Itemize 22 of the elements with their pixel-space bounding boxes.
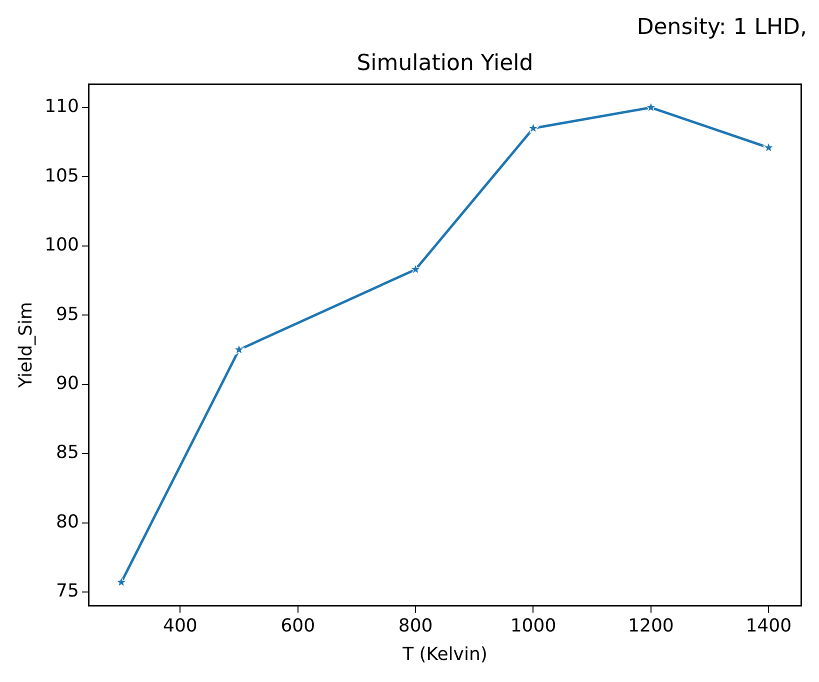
x-tick-label: 1200 [628,615,674,636]
y-tick-label: 85 [56,442,79,464]
x-tick-label: 400 [162,615,198,636]
y-tick-label: 90 [56,373,79,394]
x-tick-label: 600 [280,615,316,636]
y-tick-label: 75 [56,580,79,602]
chart-subtitle: Density: 1 LHD, [636,15,807,40]
y-tick-label: 80 [56,511,79,532]
chart-title: Simulation Yield [356,51,534,76]
point [763,142,774,153]
y-tick-label: 95 [56,304,79,325]
y-tick-label: 110 [44,96,79,118]
point [410,264,422,274]
point [645,102,657,112]
x-axis-title: T (Kelvin) [402,644,488,665]
y-axis-title: Yield_Sim [15,302,36,389]
x-tick-label: 800 [398,615,433,636]
x-tick-label: 1400 [746,615,792,636]
x-tick-label: 1000 [510,615,556,636]
y-tick-label: 100 [44,234,79,256]
y-tick-label: 105 [44,165,79,186]
point [116,576,127,588]
